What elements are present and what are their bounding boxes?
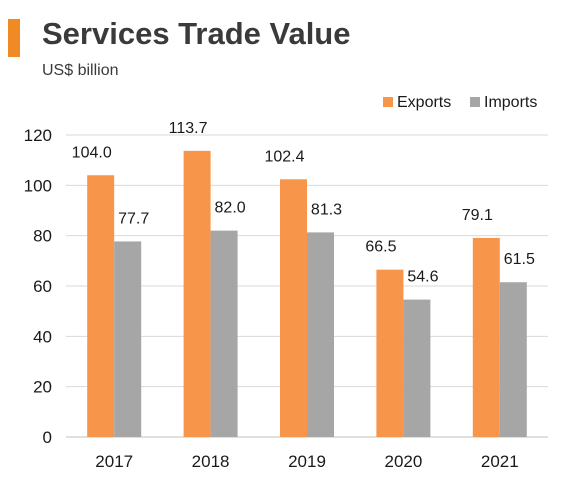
bar-exports-2017 [87,175,115,437]
x-tick-label: 2018 [192,452,230,471]
y-tick-label: 80 [33,227,52,246]
data-label-imports-2017: 77.7 [118,210,149,227]
data-label-imports-2018: 82.0 [215,200,246,217]
title-accent-bar [8,19,20,57]
bar-imports-2021 [499,282,527,437]
y-tick-label: 0 [43,428,52,447]
legend-swatch-exports [383,97,393,107]
y-tick-label: 40 [33,327,52,346]
x-tick-label: 2017 [95,452,133,471]
x-tick-label: 2019 [288,452,326,471]
x-tick-label: 2020 [384,452,422,471]
legend-swatch-imports [470,97,480,107]
legend-label-exports: Exports [397,94,451,111]
bar-exports-2020 [376,269,404,437]
y-tick-label: 120 [24,126,52,145]
bar-exports-2019 [280,179,307,437]
y-tick-label: 60 [33,277,52,296]
bar-imports-2018 [210,230,238,437]
data-label-exports-2017: 104.0 [72,144,112,161]
bar-imports-2017 [114,241,142,437]
chart-subtitle: US$ billion [42,62,119,79]
data-label-imports-2021: 61.5 [504,251,535,268]
data-label-exports-2019: 102.4 [264,148,304,165]
bar-exports-2018 [183,150,211,438]
data-label-exports-2020: 66.5 [365,239,396,256]
x-tick-label: 2021 [481,452,519,471]
y-tick-label: 20 [33,378,52,397]
legend-label-imports: Imports [484,94,537,111]
data-label-exports-2018: 113.7 [169,120,208,137]
data-label-exports-2021: 79.1 [462,207,493,224]
y-tick-label: 100 [24,176,52,195]
data-label-imports-2019: 81.3 [311,201,342,218]
bar-exports-2021 [472,237,500,437]
data-label-imports-2020: 54.6 [407,269,438,286]
bar-imports-2020 [403,299,431,437]
bar-imports-2019 [307,232,334,437]
chart-title: Services Trade Value [42,16,351,51]
